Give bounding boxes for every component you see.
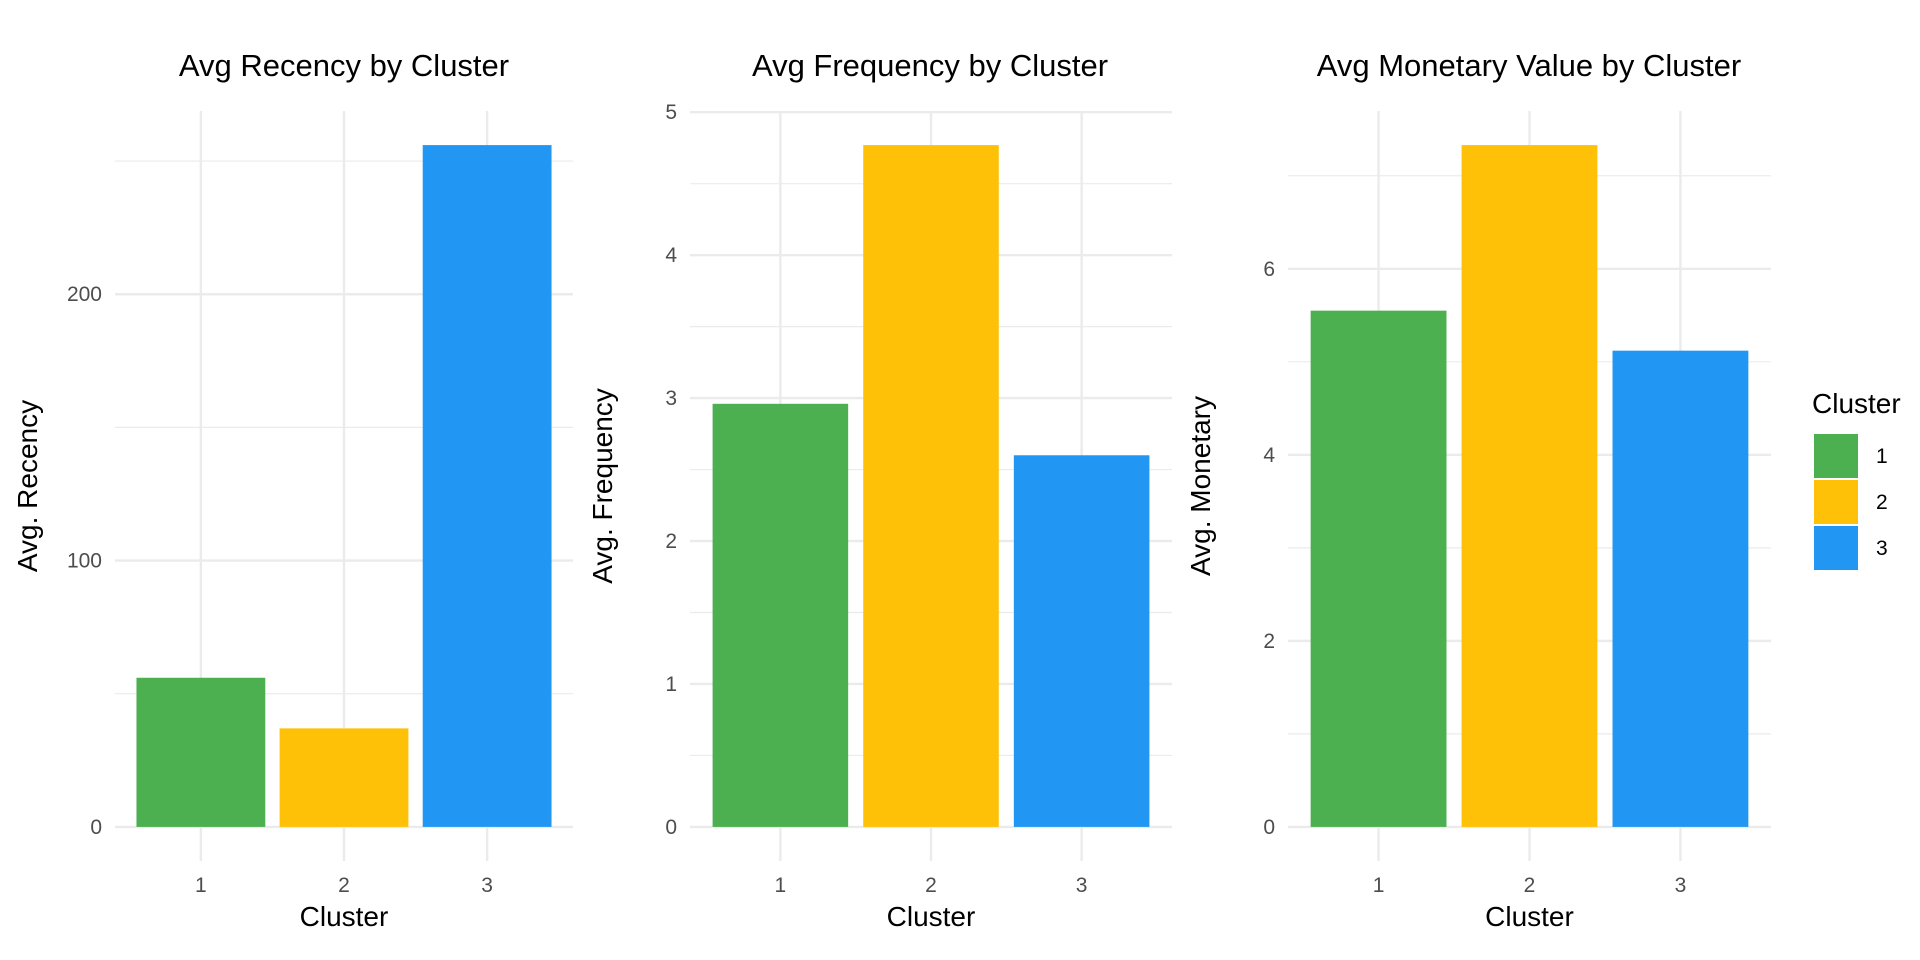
x-axis-title: Cluster xyxy=(887,901,976,932)
legend-title: Cluster xyxy=(1812,388,1901,419)
y-tick-label: 6 xyxy=(1263,258,1275,281)
bar-cluster-1 xyxy=(1310,310,1447,827)
x-tick-label: 3 xyxy=(1076,874,1088,897)
x-tick-label: 3 xyxy=(481,874,493,897)
y-axis-title: Avg. Recency xyxy=(12,400,43,572)
x-tick-label: 1 xyxy=(775,874,787,897)
x-tick-label: 2 xyxy=(338,874,350,897)
legend-key-1 xyxy=(1814,434,1858,478)
y-tick-label: 5 xyxy=(665,101,677,124)
legend-keys: 1 2 3 xyxy=(1814,434,1888,570)
chart-title: Avg Recency by Cluster xyxy=(179,48,509,83)
y-tick-label: 2 xyxy=(665,530,677,553)
bar-cluster-1 xyxy=(712,403,849,827)
x-tick-label: 2 xyxy=(925,874,937,897)
y-tick-label: 0 xyxy=(90,816,102,839)
x-axis-title: Cluster xyxy=(300,901,389,932)
chart-panel-1: 0 100 200 1 2 3 Cluster Avg. Recency Avg Recency… xyxy=(12,48,573,932)
legend-label-2: 2 xyxy=(1876,491,1888,514)
bar-cluster-2 xyxy=(279,728,409,827)
x-tick-label: 2 xyxy=(1524,874,1536,897)
chart-title: Avg Frequency by Cluster xyxy=(752,48,1108,83)
chart-title: Avg Monetary Value by Cluster xyxy=(1317,48,1741,83)
y-tick-label: 200 xyxy=(67,283,102,306)
bar-cluster-3 xyxy=(422,145,552,827)
chart-panel-3: 0 2 4 6 1 2 3 Cluster Avg. Monetary Avg Monetary … xyxy=(1185,48,1771,932)
legend-key-2 xyxy=(1814,480,1858,524)
bar-cluster-3 xyxy=(1612,350,1749,827)
x-axis-title: Cluster xyxy=(1485,901,1574,932)
x-tick-label: 3 xyxy=(1675,874,1687,897)
y-tick-label: 3 xyxy=(665,387,677,410)
x-tick-label: 1 xyxy=(195,874,207,897)
bar-cluster-2 xyxy=(1461,145,1598,827)
y-tick-label: 4 xyxy=(1263,444,1275,467)
bar-cluster-2 xyxy=(863,145,999,827)
bar-cluster-1 xyxy=(136,677,266,827)
bar-cluster-3 xyxy=(1013,455,1150,827)
legend-key-3 xyxy=(1814,526,1858,570)
y-axis-title: Avg. Frequency xyxy=(587,388,618,584)
y-axis-title: Avg. Monetary xyxy=(1185,396,1216,576)
legend-label-3: 3 xyxy=(1876,537,1888,560)
legend-label-1: 1 xyxy=(1876,445,1888,468)
y-tick-label: 0 xyxy=(665,816,677,839)
y-tick-label: 4 xyxy=(665,244,677,267)
y-tick-label: 2 xyxy=(1263,630,1275,653)
y-tick-label: 1 xyxy=(665,673,677,696)
y-tick-label: 100 xyxy=(67,550,102,573)
legend: Cluster 1 2 3 xyxy=(1812,388,1901,570)
y-tick-label: 0 xyxy=(1263,816,1275,839)
x-tick-label: 1 xyxy=(1373,874,1385,897)
chart-panel-2: 0 1 2 3 4 5 1 2 3 Cluster Avg. Frequency Avg Freque… xyxy=(587,48,1172,932)
